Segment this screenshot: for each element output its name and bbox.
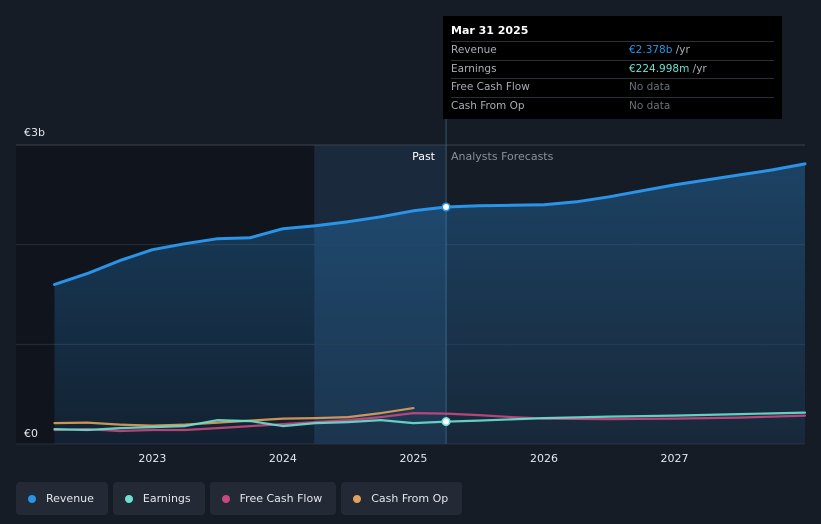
tooltip-unit: /yr [689,62,707,75]
tooltip-value: €224.998m [629,62,690,75]
data-tooltip: Mar 31 2025 Revenue €2.378b /yr Earnings… [443,16,782,119]
revenue-area [54,163,805,444]
tooltip-date: Mar 31 2025 [451,24,529,37]
earnings-line [53,411,807,432]
legend-item-revenue[interactable]: Revenue [16,482,108,515]
legend-label: Free Cash Flow [239,492,323,505]
legend-item-earnings[interactable]: Earnings [112,482,205,515]
earnings-dot-icon [124,494,133,503]
y-axis-bottom-label: €0 [24,427,38,440]
chart-canvas: €3b €0 Past Analysts Forecasts 2023 2024 2… [16,95,807,465]
series-lines [53,162,807,433]
revenue-line [53,162,807,286]
tooltip-row-revenue: Revenue €2.378b /yr [451,41,774,60]
y-axis-top-label: €3b [24,126,45,139]
legend-item-cash-from-op[interactable]: Cash From Op [341,482,463,515]
highlight-markers [441,202,451,427]
tooltip-label: Revenue [451,44,497,56]
x-tick-label: 2023 [138,452,166,465]
legend-label: Cash From Op [371,492,449,505]
x-tick-label: 2025 [399,452,427,465]
legend-label: Earnings [142,492,191,505]
tooltip-label: Free Cash Flow [451,81,530,93]
tooltip-value: €2.378b [629,44,673,56]
past-label: Past [412,150,436,163]
tooltip-value: No data [629,99,671,112]
tooltip-row-earnings: Earnings €224.998m /yr [451,59,774,79]
tooltip-row-cash-from-op: Cash From Op No data [451,96,774,116]
x-tick-label: 2027 [660,452,688,465]
revenue-highlight-point [441,202,451,212]
legend-item-free-cash-flow[interactable]: Free Cash Flow [209,482,337,515]
tooltip-unit: /yr [672,44,690,56]
area-layer [54,163,805,444]
legend-label: Revenue [46,492,94,505]
chart-legend: Revenue Earnings Free Cash Flow Cash Fro… [16,482,463,515]
tooltip-value: No data [629,81,671,93]
x-tick-label: 2024 [269,452,297,465]
tooltip-label: Cash From Op [451,99,525,112]
x-axis-ticks: 2023 2024 2025 2026 2027 [138,452,688,465]
x-tick-label: 2026 [530,452,558,465]
free-cash-flow-line [53,412,807,433]
revenue-dot-icon [28,494,36,503]
tooltip-label: Earnings [451,62,497,75]
earnings-highlight-point [441,417,451,427]
tooltip-row-free-cash-flow: Free Cash Flow No data [451,78,774,97]
analysts-forecasts-label: Analysts Forecasts [451,150,554,163]
free-cash-flow-dot-icon [221,494,230,503]
cash-from-op-dot-icon [353,494,362,503]
